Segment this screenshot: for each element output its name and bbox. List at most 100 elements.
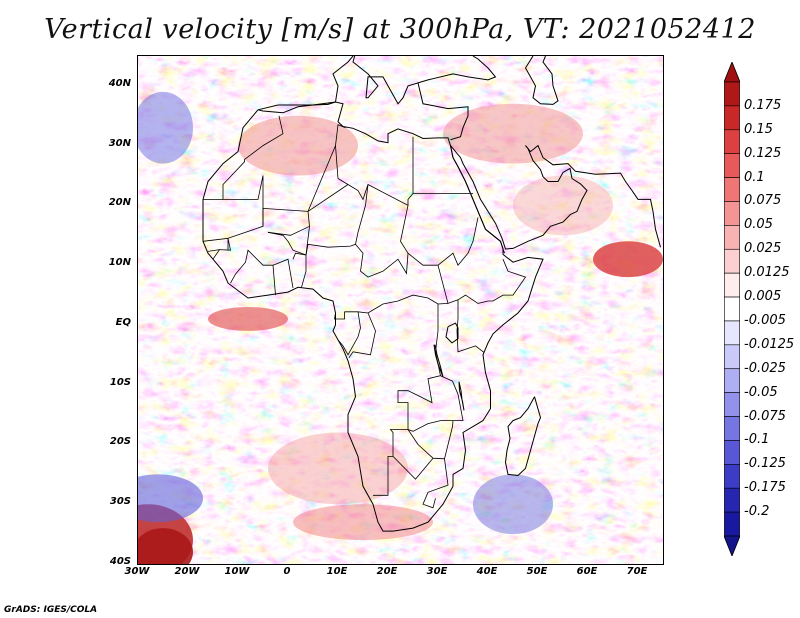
map-canvas: [138, 56, 663, 564]
coastline-path: [504, 396, 542, 477]
colorbar-segment: [724, 464, 740, 489]
colorbar-segment: [724, 487, 740, 513]
field-patch: [513, 175, 613, 236]
field-patch: [293, 504, 433, 541]
country-border: [223, 175, 264, 251]
country-border: [292, 252, 307, 288]
field-patch: [138, 91, 193, 164]
lat-label: 10N: [108, 257, 131, 269]
colorbar-level-label: 0.0125: [744, 265, 790, 281]
field-patch: [593, 241, 663, 278]
colorbar-level-label: -0.2: [744, 504, 770, 520]
country-border: [202, 237, 231, 260]
colorbar-level-label: 0.175: [744, 97, 782, 113]
country-border: [230, 249, 276, 296]
lon-label: 0: [283, 566, 291, 577]
coastline-path: [450, 145, 505, 254]
country-border: [335, 136, 414, 207]
country-border: [422, 458, 449, 509]
lon-label: 30E: [426, 566, 448, 577]
colorbar-segment: [724, 153, 740, 178]
country-border: [397, 304, 441, 430]
lon-label: 50E: [526, 566, 548, 577]
colorbar-segment: [724, 344, 740, 370]
lon-label: 30W: [124, 566, 150, 577]
coastline-path: [524, 56, 559, 105]
colorbar-level-label: -0.05: [744, 384, 778, 400]
field-patch: [238, 115, 358, 176]
lon-label: 70E: [626, 566, 648, 577]
colorbar-level-label: -0.0125: [744, 336, 795, 352]
country-border: [334, 311, 345, 320]
country-border: [407, 217, 479, 266]
colorbar-segment: [724, 129, 740, 154]
colorbar-level-label: 0.075: [744, 193, 782, 209]
colorbar-bottom-arrow: [724, 535, 740, 556]
coastlines: [202, 56, 661, 532]
colorbar-segment: [724, 416, 740, 441]
colorbar-segment: [724, 392, 740, 417]
coastline-path: [433, 344, 444, 378]
colorbar-segment: [724, 296, 740, 322]
colorbar-segment: [724, 320, 740, 346]
colorbar-segment: [724, 201, 740, 226]
coastline-path: [445, 322, 459, 344]
colorbar-level-label: 0.005: [744, 289, 782, 305]
country-border: [373, 375, 464, 496]
colorbar-level-label: -0.125: [744, 456, 786, 472]
colorbar-level-label: -0.025: [744, 360, 786, 376]
coastline-path: [202, 101, 544, 532]
grads-credit: GrADS: IGES/COLA: [4, 605, 98, 615]
country-border: [262, 207, 310, 236]
lat-label: 30S: [109, 496, 131, 508]
country-border: [348, 312, 376, 359]
coastline-path: [450, 145, 588, 250]
coastline-path: [525, 144, 661, 248]
field-features: [138, 91, 663, 564]
lat-label: 10S: [109, 376, 131, 388]
country-border: [207, 249, 220, 252]
colorbar-segment: [724, 105, 740, 131]
coastline-path: [417, 56, 497, 84]
country-border: [307, 124, 346, 212]
lat-label: 40N: [108, 77, 131, 89]
coastline-path: [458, 381, 465, 411]
lat-label: EQ: [115, 316, 131, 328]
colorbar-segment: [724, 225, 740, 250]
country-border: [307, 184, 349, 212]
colorbar-segment: [724, 248, 740, 274]
coastline-path: [257, 56, 469, 141]
country-border: [392, 456, 434, 480]
colorbar-segment: [724, 368, 740, 393]
colorbar-segment: [724, 81, 740, 107]
colorbar-level-label: 0.05: [744, 217, 773, 233]
colorbar-segment: [724, 440, 740, 465]
colorbar: [724, 62, 740, 556]
colorbar-level-label: -0.175: [744, 480, 786, 496]
lat-label: 40S: [109, 556, 131, 567]
colorbar-level-label: -0.075: [744, 408, 786, 424]
colorbar-level-label: -0.1: [744, 432, 770, 448]
field-patch: [268, 432, 408, 505]
lon-label: 20E: [376, 566, 398, 577]
colorbar-segment: [724, 272, 740, 298]
field-patch: [138, 474, 203, 523]
country-border: [203, 115, 284, 200]
field-patch: [208, 307, 288, 331]
colorbar-level-label: 0.025: [744, 241, 782, 257]
country-border: [344, 294, 449, 314]
colorbar-level-label: -0.005: [744, 312, 786, 328]
colorbar-level-label: 0.1: [744, 169, 765, 185]
map-plot-area: [137, 55, 664, 565]
country-border: [407, 420, 454, 460]
colorbar-segment: [724, 177, 740, 202]
country-border: [272, 258, 294, 288]
colorbar-level-label: 0.15: [744, 121, 773, 137]
lon-label: 10W: [224, 566, 250, 577]
lon-label: 10E: [326, 566, 348, 577]
field-patch: [473, 474, 553, 535]
country-border: [437, 259, 527, 304]
field-patch: [138, 528, 193, 564]
colorbar-level-label: 0.125: [744, 145, 782, 161]
lat-label: 30N: [108, 137, 131, 149]
